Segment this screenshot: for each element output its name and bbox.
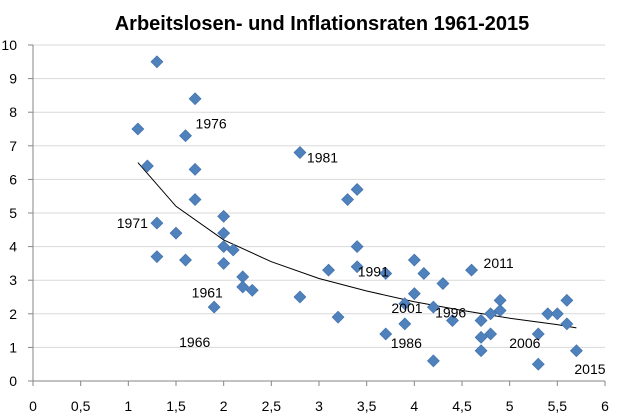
data-point-marker xyxy=(474,330,488,344)
data-point-marker xyxy=(131,122,145,136)
data-point-marker xyxy=(188,92,202,106)
x-tick-label: 5 xyxy=(506,398,514,414)
data-point-marker xyxy=(150,250,164,264)
data-point-marker xyxy=(207,300,221,314)
x-tick-label: 0 xyxy=(29,398,37,414)
year-annotations: 1976 1981 1971 1961 1966 1991 2011 1996 2001 1986… xyxy=(117,116,606,377)
y-tick-label: 10 xyxy=(1,37,17,53)
y-tick-label: 3 xyxy=(9,272,17,288)
x-tick-labels: 0 0,5 1 1,5 2 2,5 3 3,5 4 4,5 5 5,5 6 xyxy=(29,398,609,414)
x-tick-label: 4,5 xyxy=(452,398,472,414)
data-point-marker xyxy=(188,193,202,206)
year-annotation-1991: 1991 xyxy=(358,263,389,279)
data-point-marker xyxy=(550,307,564,321)
data-point-marker xyxy=(560,317,574,331)
data-points xyxy=(131,55,583,371)
y-tick-label: 6 xyxy=(9,171,17,187)
data-point-marker xyxy=(379,327,393,341)
trendline-group xyxy=(137,162,577,329)
data-point-marker xyxy=(217,256,231,270)
data-point-marker xyxy=(560,293,574,307)
data-point-marker xyxy=(217,240,231,254)
data-point-marker xyxy=(245,283,259,297)
year-annotation-2015: 2015 xyxy=(574,361,605,377)
gridlines xyxy=(33,44,605,348)
data-point-marker xyxy=(541,307,555,321)
data-point-marker xyxy=(350,260,364,274)
data-point-marker xyxy=(322,263,335,277)
x-tick-label: 0,5 xyxy=(71,398,91,414)
data-point-marker xyxy=(379,267,393,280)
axes xyxy=(28,44,606,386)
y-tick-label: 2 xyxy=(9,306,17,322)
data-point-marker xyxy=(569,344,583,358)
data-point-marker xyxy=(398,297,412,311)
y-tick-label: 5 xyxy=(9,205,17,221)
y-tick-label: 1 xyxy=(9,339,17,355)
data-point-marker xyxy=(293,290,307,304)
x-tick-label: 1 xyxy=(124,398,132,414)
year-annotation-2006: 2006 xyxy=(509,335,540,351)
data-point-marker xyxy=(465,263,478,277)
data-point-marker xyxy=(179,129,192,143)
year-annotation-1986: 1986 xyxy=(391,335,422,351)
year-annotation-1996: 1996 xyxy=(435,305,466,321)
y-tick-label: 0 xyxy=(9,373,17,389)
data-point-marker xyxy=(293,146,307,159)
data-point-marker xyxy=(493,304,507,317)
data-point-marker xyxy=(341,193,355,206)
data-point-marker xyxy=(474,314,488,327)
data-point-marker xyxy=(350,183,364,196)
data-point-marker xyxy=(140,159,154,173)
x-tick-label: 2,5 xyxy=(262,398,282,414)
data-point-marker xyxy=(179,253,192,267)
data-point-marker xyxy=(217,226,231,240)
x-tick-label: 5,5 xyxy=(548,398,568,414)
data-point-marker xyxy=(350,240,364,254)
data-point-marker xyxy=(484,307,498,321)
data-point-marker xyxy=(188,162,202,176)
x-tick-label: 2 xyxy=(220,398,228,414)
year-annotation-1961: 1961 xyxy=(192,284,223,300)
data-point-marker xyxy=(531,327,545,341)
data-point-marker xyxy=(446,314,459,327)
data-point-marker xyxy=(169,226,183,240)
y-tick-label: 8 xyxy=(9,104,17,120)
data-point-marker xyxy=(407,287,421,301)
trendline xyxy=(137,162,577,329)
y-tick-label: 7 xyxy=(9,138,17,154)
data-point-marker xyxy=(226,243,240,257)
data-point-marker xyxy=(531,357,545,371)
chart-title: Arbeitslosen- und Inflationsraten 1961-2… xyxy=(115,13,530,35)
year-annotation-2011: 2011 xyxy=(484,255,514,271)
data-point-marker xyxy=(398,317,412,331)
year-annotation-2001: 2001 xyxy=(391,300,422,316)
data-point-marker xyxy=(331,310,345,324)
year-annotation-1966: 1966 xyxy=(179,334,210,350)
data-point-marker xyxy=(150,216,164,230)
y-tick-label: 9 xyxy=(9,71,17,87)
data-point-marker xyxy=(150,55,164,69)
data-point-marker xyxy=(484,327,498,341)
x-tick-label: 1,5 xyxy=(166,398,186,414)
x-tick-label: 3,5 xyxy=(357,398,377,414)
data-point-marker xyxy=(474,344,488,358)
data-point-marker xyxy=(426,300,440,314)
y-tick-label: 4 xyxy=(9,239,17,255)
data-point-marker xyxy=(426,354,440,368)
data-point-marker xyxy=(236,280,250,294)
x-tick-label: 3 xyxy=(315,398,323,414)
year-annotation-1971: 1971 xyxy=(117,215,148,231)
x-tick-label: 6 xyxy=(601,398,609,414)
year-annotation-1976: 1976 xyxy=(196,116,227,132)
data-point-marker xyxy=(217,209,231,223)
year-annotation-1981: 1981 xyxy=(307,150,338,166)
y-tick-labels: 0 1 2 3 4 5 6 7 8 9 10 xyxy=(1,37,17,389)
data-point-marker xyxy=(417,267,431,280)
x-tick-label: 4 xyxy=(410,398,418,414)
data-point-marker xyxy=(407,253,421,267)
data-point-marker xyxy=(436,277,450,290)
